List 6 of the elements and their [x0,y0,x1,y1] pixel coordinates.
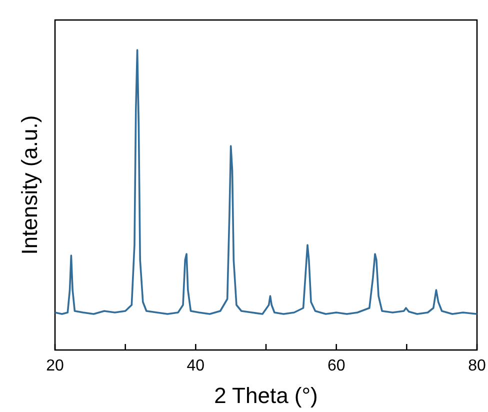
x-axis-title: 2 Theta (°) [214,383,318,408]
x-tick-label: 20 [46,357,64,374]
x-tick-label: 60 [327,357,346,374]
x-tick-label: 80 [468,357,486,374]
y-axis-title: Intensity (a.u.) [17,115,42,255]
x-tick-label: 40 [186,357,205,374]
